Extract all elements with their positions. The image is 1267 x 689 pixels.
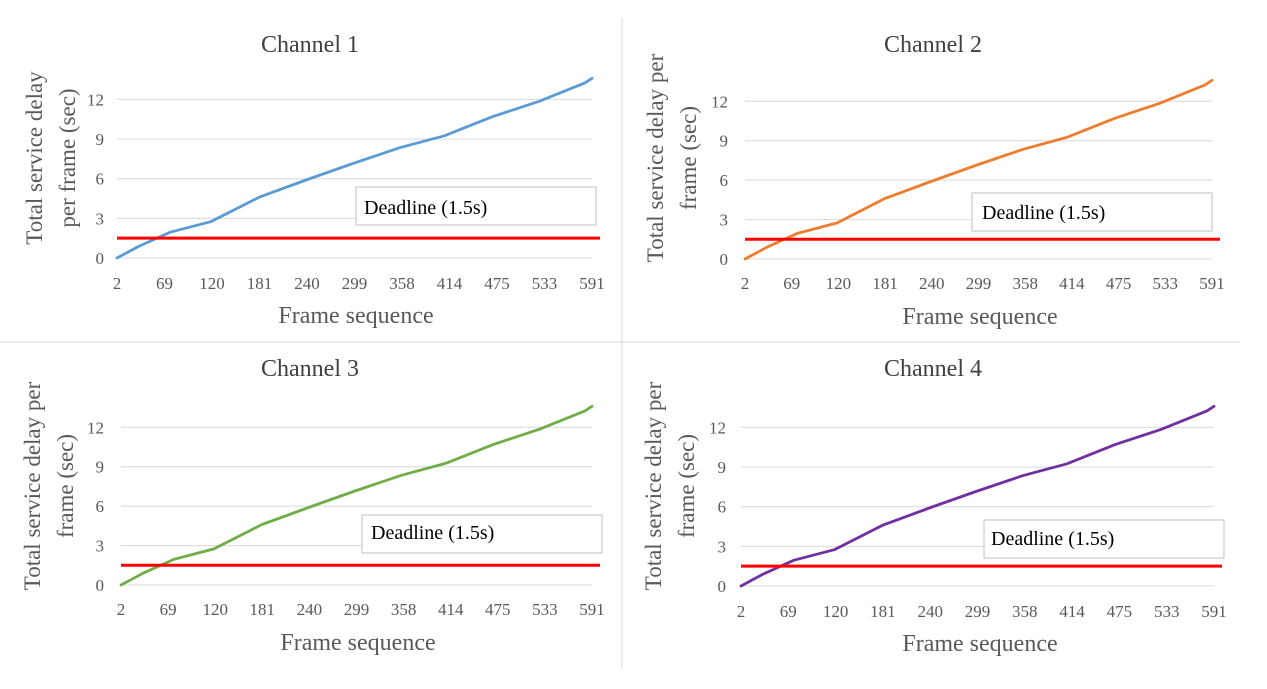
x-tick-label: 591	[579, 600, 605, 619]
y-axis-label-line-2: frame (sec)	[53, 434, 78, 538]
x-tick-label: 299	[342, 274, 368, 293]
x-tick-label: 240	[297, 600, 323, 619]
x-tick-label: 120	[202, 600, 228, 619]
x-tick-label: 475	[485, 600, 511, 619]
series-line	[741, 406, 1214, 586]
deadline-label: Deadline (1.5s)	[364, 197, 487, 219]
y-tick-label: 3	[718, 537, 727, 556]
y-tick-label: 12	[709, 418, 726, 437]
y-axis-label-line-1: Total service delay per	[641, 381, 666, 590]
y-tick-label: 12	[711, 92, 728, 111]
y-tick-label: 0	[718, 577, 727, 596]
x-tick-label: 2	[741, 274, 750, 293]
x-tick-label: 533	[1153, 274, 1179, 293]
y-tick-label: 6	[96, 497, 105, 516]
x-axis-label: Frame sequence	[902, 631, 1057, 657]
x-tick-label: 2	[113, 274, 122, 293]
x-tick-label: 475	[1106, 274, 1132, 293]
y-tick-label: 0	[96, 249, 105, 268]
x-tick-label: 120	[826, 274, 852, 293]
x-tick-label: 299	[966, 274, 992, 293]
x-tick-label: 2	[737, 602, 746, 621]
x-tick-label: 414	[437, 274, 463, 293]
x-tick-label: 299	[344, 600, 370, 619]
y-axis-label-line-2: frame (sec)	[674, 434, 699, 538]
x-axis-label: Frame sequence	[278, 303, 433, 329]
y-axis-label-line-2: frame (sec)	[676, 106, 701, 210]
y-tick-label: 9	[720, 132, 729, 151]
x-tick-label: 358	[391, 600, 417, 619]
series-line	[745, 80, 1212, 259]
x-tick-label: 240	[917, 602, 943, 621]
y-tick-label: 3	[96, 209, 105, 228]
deadline-label: Deadline (1.5s)	[371, 522, 494, 544]
y-tick-label: 6	[96, 170, 105, 189]
x-tick-label: 414	[1059, 602, 1085, 621]
x-tick-label: 2	[117, 600, 126, 619]
x-tick-label: 69	[780, 602, 797, 621]
deadline-label: Deadline (1.5s)	[991, 528, 1114, 550]
y-tick-label: 12	[87, 418, 104, 437]
y-tick-label: 12	[87, 90, 104, 109]
x-tick-label: 475	[484, 274, 510, 293]
x-tick-label: 358	[1012, 274, 1038, 293]
series-line	[117, 78, 592, 258]
x-tick-label: 533	[1154, 602, 1180, 621]
x-tick-label: 181	[247, 274, 273, 293]
x-tick-label: 69	[160, 600, 177, 619]
y-tick-label: 0	[96, 576, 105, 595]
x-tick-label: 69	[156, 274, 173, 293]
x-tick-label: 591	[1199, 274, 1225, 293]
y-tick-label: 6	[720, 171, 729, 190]
x-axis-label: Frame sequence	[280, 630, 435, 656]
x-tick-label: 414	[438, 600, 464, 619]
y-tick-label: 3	[96, 537, 105, 556]
x-tick-label: 120	[823, 602, 849, 621]
chart-title: Channel 3	[261, 356, 359, 382]
y-axis-label-line-1: Total service delay per	[643, 53, 668, 262]
y-axis-label-line-2: per frame (sec)	[55, 88, 80, 227]
y-tick-label: 9	[718, 458, 727, 477]
chart-title: Channel 1	[261, 32, 359, 58]
series-line	[121, 406, 592, 585]
y-tick-label: 0	[720, 250, 729, 269]
x-tick-label: 414	[1059, 274, 1085, 293]
y-tick-label: 9	[96, 458, 105, 477]
x-tick-label: 69	[783, 274, 800, 293]
x-tick-label: 533	[532, 600, 558, 619]
x-tick-label: 120	[199, 274, 225, 293]
x-tick-label: 181	[250, 600, 276, 619]
chart-title: Channel 4	[884, 356, 982, 382]
deadline-label: Deadline (1.5s)	[982, 202, 1105, 224]
x-tick-label: 240	[294, 274, 320, 293]
x-tick-label: 358	[389, 274, 415, 293]
x-tick-label: 475	[1107, 602, 1133, 621]
x-tick-label: 181	[870, 602, 896, 621]
y-tick-label: 6	[718, 498, 727, 517]
x-tick-label: 240	[919, 274, 945, 293]
x-tick-label: 358	[1012, 602, 1038, 621]
y-tick-label: 9	[96, 130, 105, 149]
x-tick-label: 299	[965, 602, 991, 621]
x-tick-label: 181	[872, 274, 898, 293]
y-tick-label: 3	[720, 211, 729, 230]
x-axis-label: Frame sequence	[902, 304, 1057, 330]
x-tick-label: 533	[532, 274, 558, 293]
y-axis-label-line-1: Total service delay	[22, 71, 47, 245]
chart-title: Channel 2	[884, 32, 982, 58]
y-axis-label-line-1: Total service delay per	[20, 381, 45, 590]
x-tick-label: 591	[579, 274, 605, 293]
x-tick-label: 591	[1201, 602, 1227, 621]
